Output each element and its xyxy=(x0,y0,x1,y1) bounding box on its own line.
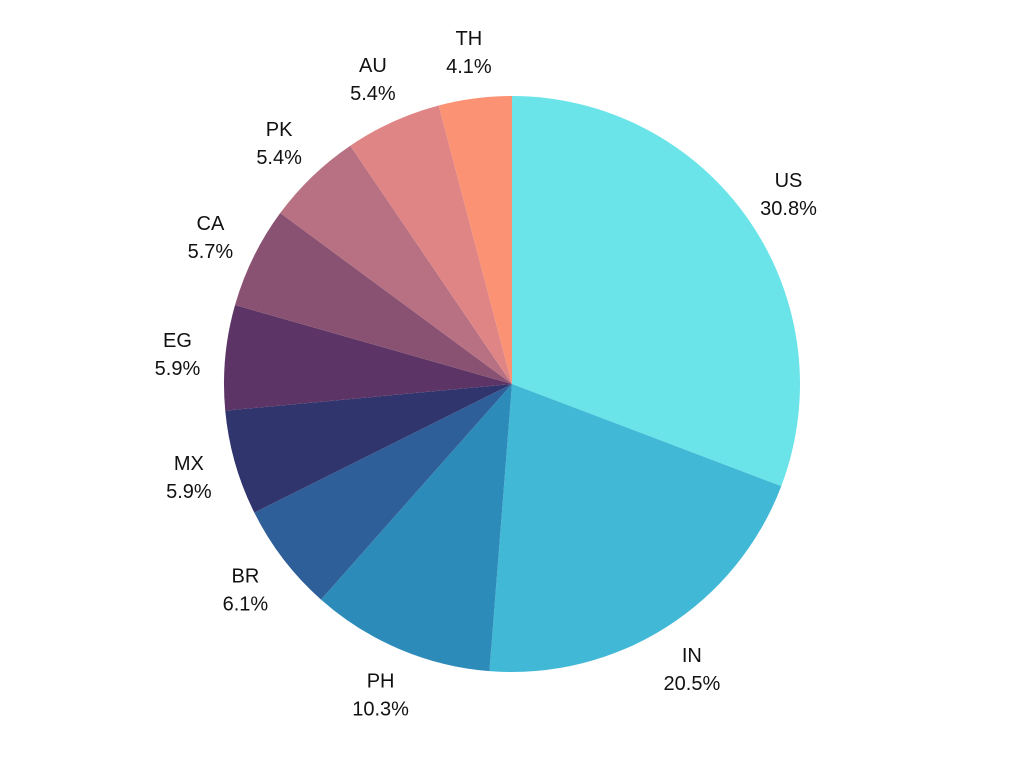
slices-layer xyxy=(224,96,801,672)
pie-slice-br xyxy=(254,384,512,600)
pie-slice-pk xyxy=(280,145,512,384)
slice-label-eg: EG 5.9% xyxy=(155,330,201,380)
pie-slice-us xyxy=(512,96,801,487)
slice-label-ca: CA 5.7% xyxy=(188,213,234,263)
slice-category-label: IN xyxy=(682,645,702,667)
slice-percent-label: 4.1% xyxy=(446,56,492,78)
slice-category-label: PH xyxy=(367,670,395,692)
pie-slice-in xyxy=(489,384,782,672)
slice-category-label: MX xyxy=(174,453,204,475)
slice-label-mx: MX 5.9% xyxy=(166,453,212,503)
slice-percent-label: 6.1% xyxy=(223,594,269,616)
slice-percent-label: 5.7% xyxy=(188,241,234,263)
pie-slice-eg xyxy=(224,305,513,411)
slice-category-label: TH xyxy=(456,28,483,50)
pie-slice-th xyxy=(438,96,512,384)
slice-percent-label: 5.9% xyxy=(155,358,201,380)
slice-percent-label: 20.5% xyxy=(664,673,721,695)
slice-category-label: CA xyxy=(197,213,225,235)
slice-percent-label: 5.4% xyxy=(350,83,396,105)
slice-label-ph: PH 10.3% xyxy=(352,670,409,720)
slice-label-th: TH 4.1% xyxy=(446,28,492,78)
slice-label-pk: PK 5.4% xyxy=(256,119,302,169)
slice-percent-label: 30.8% xyxy=(760,198,817,220)
slice-percent-label: 5.9% xyxy=(166,481,212,503)
slice-category-label: US xyxy=(775,170,803,192)
slice-category-label: EG xyxy=(163,330,192,352)
labels-layer: US 30.8% IN 20.5% PH 10.3% BR 6.1% MX 5.9% EG 5.9% C… xyxy=(155,28,817,720)
slice-label-br: BR 6.1% xyxy=(223,566,269,616)
slice-label-in: IN 20.5% xyxy=(664,645,721,695)
slice-category-label: AU xyxy=(359,55,387,77)
slice-category-label: PK xyxy=(266,119,293,141)
pie-slice-ca xyxy=(235,213,512,384)
slice-percent-label: 10.3% xyxy=(352,698,409,720)
pie-slice-mx xyxy=(225,384,513,513)
slice-label-us: US 30.8% xyxy=(760,170,817,220)
pie-slice-ph xyxy=(321,384,512,672)
pie-slice-au xyxy=(350,105,512,385)
slice-percent-label: 5.4% xyxy=(256,147,302,169)
slice-category-label: BR xyxy=(232,566,260,588)
slice-label-au: AU 5.4% xyxy=(350,55,396,105)
